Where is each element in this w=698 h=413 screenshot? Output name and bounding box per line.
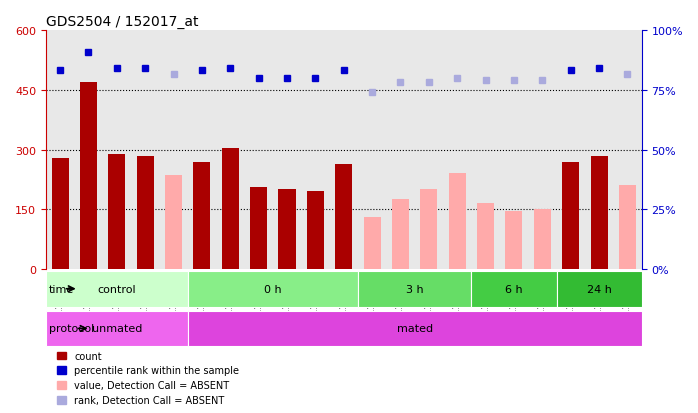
Bar	[364, 218, 380, 269]
FancyBboxPatch shape	[471, 271, 556, 307]
Text: GDS2504 / 152017_at: GDS2504 / 152017_at	[46, 15, 198, 29]
FancyBboxPatch shape	[188, 271, 358, 307]
Bar	[307, 192, 324, 269]
Bar	[137, 156, 154, 269]
Bar	[108, 154, 125, 269]
Text: 0 h: 0 h	[264, 284, 281, 294]
Bar	[52, 158, 68, 269]
Bar	[591, 156, 607, 269]
Text: unmated: unmated	[91, 324, 142, 334]
Bar	[335, 164, 352, 269]
Bar	[222, 148, 239, 269]
Bar	[80, 83, 97, 269]
Text: 24 h: 24 h	[586, 284, 611, 294]
Bar	[449, 174, 466, 269]
Text: control: control	[98, 284, 136, 294]
Bar	[619, 186, 636, 269]
Text: time: time	[49, 284, 74, 294]
Text: protocol: protocol	[49, 324, 94, 334]
FancyBboxPatch shape	[556, 271, 641, 307]
Bar	[477, 204, 494, 269]
Legend: count, percentile rank within the sample, value, Detection Call = ABSENT, rank, : count, percentile rank within the sample…	[54, 348, 242, 408]
FancyBboxPatch shape	[188, 311, 641, 347]
Bar	[505, 212, 523, 269]
Bar	[534, 210, 551, 269]
Text: 3 h: 3 h	[406, 284, 424, 294]
FancyBboxPatch shape	[46, 311, 188, 347]
Bar	[420, 190, 438, 269]
FancyBboxPatch shape	[358, 271, 471, 307]
Bar	[392, 200, 409, 269]
Bar	[165, 176, 182, 269]
Bar	[193, 162, 210, 269]
Text: mated: mated	[396, 324, 433, 334]
Bar	[250, 188, 267, 269]
Bar	[562, 162, 579, 269]
Text: 6 h: 6 h	[505, 284, 523, 294]
FancyBboxPatch shape	[46, 271, 188, 307]
Bar	[279, 190, 295, 269]
